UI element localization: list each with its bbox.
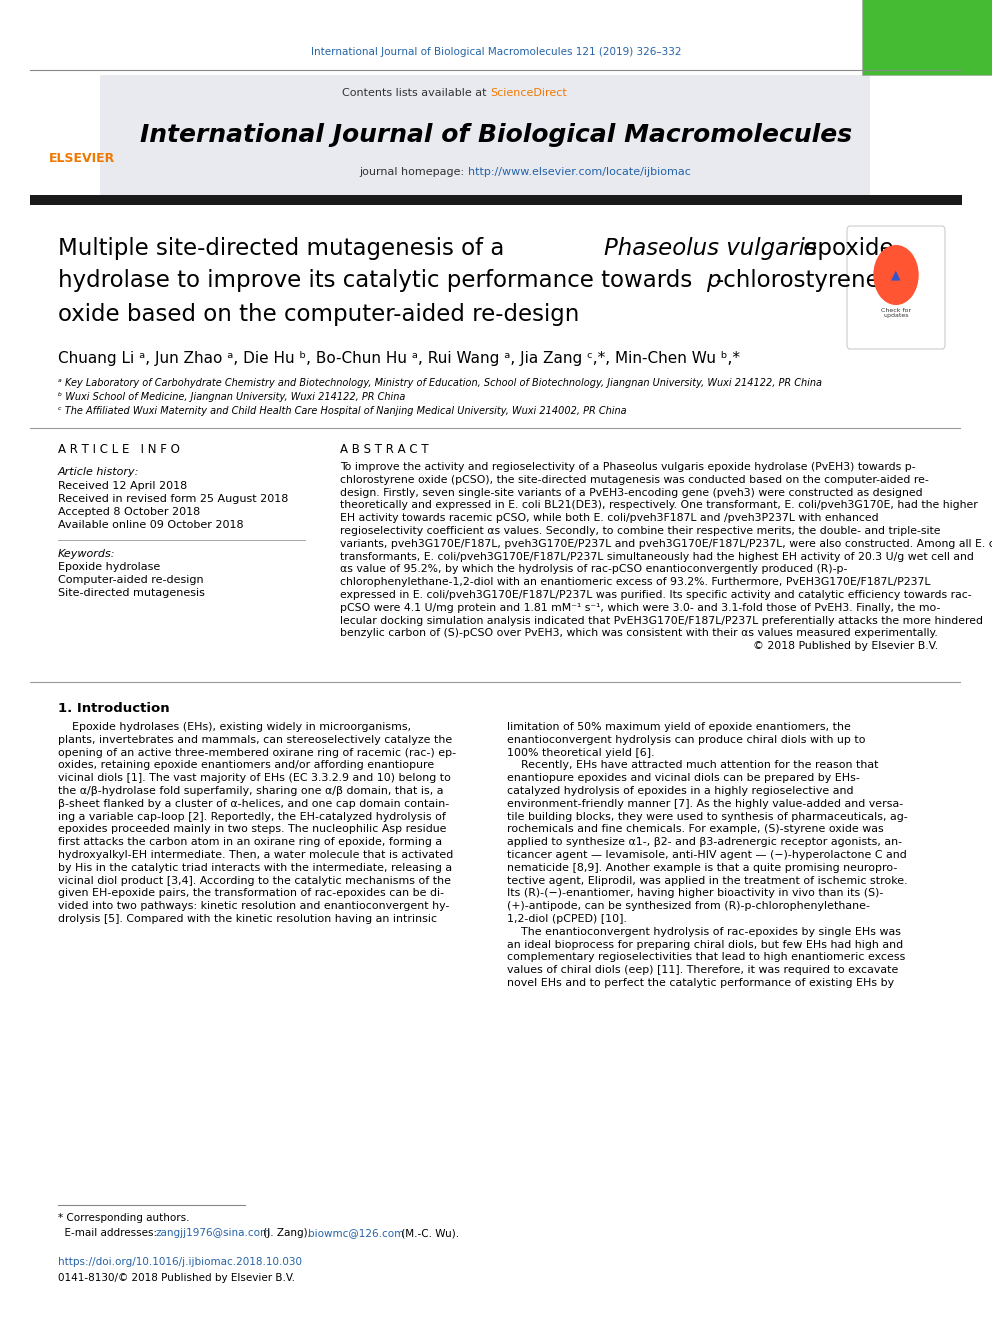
Text: Its (R)-(−)-enantiomer, having higher bioactivity in vivo than its (S)-: Its (R)-(−)-enantiomer, having higher bi…: [507, 889, 883, 898]
Text: A B S T R A C T: A B S T R A C T: [340, 443, 429, 456]
Text: pCSO were 4.1 U/mg protein and 1.81 mM⁻¹ s⁻¹, which were 3.0- and 3.1-fold those: pCSO were 4.1 U/mg protein and 1.81 mM⁻¹…: [340, 603, 940, 613]
Text: Article history:: Article history:: [58, 467, 139, 478]
Text: transformants, E. coli/pveh3G170E/F187L/P237L simultaneously had the highest EH : transformants, E. coli/pveh3G170E/F187L/…: [340, 552, 974, 561]
Text: ᵇ Wuxi School of Medicine, Jiangnan University, Wuxi 214122, PR China: ᵇ Wuxi School of Medicine, Jiangnan Univ…: [58, 392, 406, 402]
Text: International Journal of Biological Macromolecules 121 (2019) 326–332: International Journal of Biological Macr…: [310, 48, 682, 57]
Text: https://doi.org/10.1016/j.ijbiomac.2018.10.030: https://doi.org/10.1016/j.ijbiomac.2018.…: [58, 1257, 302, 1267]
Text: (+)-antipode, can be synthesized from (R)-p-chlorophenylethane-: (+)-antipode, can be synthesized from (R…: [507, 901, 870, 912]
Text: tile building blocks, they were used to synthesis of pharmaceuticals, ag-: tile building blocks, they were used to …: [507, 811, 908, 822]
Text: vicinal diols [1]. The vast majority of EHs (EC 3.3.2.9 and 10) belong to: vicinal diols [1]. The vast majority of …: [58, 773, 451, 783]
Text: 100% theoretical yield [6].: 100% theoretical yield [6].: [507, 747, 655, 758]
Text: Accepted 8 October 2018: Accepted 8 October 2018: [58, 507, 200, 517]
Text: Phaseolus vulgaris: Phaseolus vulgaris: [604, 237, 816, 259]
Text: EH activity towards racemic pCSO, while both E. coli/pveh3F187L and /pveh3P237L : EH activity towards racemic pCSO, while …: [340, 513, 879, 523]
Text: catalyzed hydrolysis of epoxides in a highly regioselective and: catalyzed hydrolysis of epoxides in a hi…: [507, 786, 853, 796]
Bar: [100, 75, 870, 194]
Text: 1,2-diol (pCPED) [10].: 1,2-diol (pCPED) [10].: [507, 914, 627, 923]
Text: rochemicals and fine chemicals. For example, (S)-styrene oxide was: rochemicals and fine chemicals. For exam…: [507, 824, 884, 835]
Text: ᵃ Key Laboratory of Carbohydrate Chemistry and Biotechnology, Ministry of Educat: ᵃ Key Laboratory of Carbohydrate Chemist…: [58, 378, 822, 388]
Text: hydrolase to improve its catalytic performance towards: hydrolase to improve its catalytic perfo…: [58, 270, 699, 292]
Bar: [862, 0, 992, 75]
Text: Keywords:: Keywords:: [58, 549, 115, 560]
Text: applied to synthesize α1-, β2- and β3-adrenergic receptor agonists, an-: applied to synthesize α1-, β2- and β3-ad…: [507, 837, 902, 847]
Text: vicinal diol product [3,4]. According to the catalytic mechanisms of the: vicinal diol product [3,4]. According to…: [58, 876, 451, 885]
Text: epoxide: epoxide: [796, 237, 894, 259]
Text: Contents lists available at: Contents lists available at: [342, 89, 490, 98]
Text: Multiple site-directed mutagenesis of a: Multiple site-directed mutagenesis of a: [58, 237, 512, 259]
Text: ELSEVIER: ELSEVIER: [49, 152, 115, 164]
Text: drolysis [5]. Compared with the kinetic resolution having an intrinsic: drolysis [5]. Compared with the kinetic …: [58, 914, 437, 923]
Text: Recently, EHs have attracted much attention for the reason that: Recently, EHs have attracted much attent…: [507, 761, 879, 770]
Text: design. Firstly, seven single-site variants of a PvEH3-encoding gene (pveh3) wer: design. Firstly, seven single-site varia…: [340, 488, 923, 497]
Text: enantiopure epoxides and vicinal diols can be prepared by EHs-: enantiopure epoxides and vicinal diols c…: [507, 773, 860, 783]
Text: journal homepage:: journal homepage:: [359, 167, 468, 177]
Text: A R T I C L E   I N F O: A R T I C L E I N F O: [58, 443, 180, 456]
Circle shape: [874, 246, 918, 304]
Text: hydroxyalkyl-EH intermediate. Then, a water molecule that is activated: hydroxyalkyl-EH intermediate. Then, a wa…: [58, 849, 453, 860]
Text: chlorophenylethane-1,2-diol with an enantiomeric excess of 93.2%. Furthermore, P: chlorophenylethane-1,2-diol with an enan…: [340, 577, 930, 587]
Text: Chuang Li ᵃ, Jun Zhao ᵃ, Die Hu ᵇ, Bo-Chun Hu ᵃ, Rui Wang ᵃ, Jia Zang ᶜ,*, Min-C: Chuang Li ᵃ, Jun Zhao ᵃ, Die Hu ᵇ, Bo-Ch…: [58, 351, 740, 365]
Text: -chlorostyrene: -chlorostyrene: [716, 270, 881, 292]
Text: (J. Zang),: (J. Zang),: [260, 1228, 314, 1238]
Text: Epoxide hydrolase: Epoxide hydrolase: [58, 562, 161, 572]
Text: αs value of 95.2%, by which the hydrolysis of rac-pCSO enantioconvergently produ: αs value of 95.2%, by which the hydrolys…: [340, 565, 847, 574]
Text: values of chiral diols (eep) [11]. Therefore, it was required to excavate: values of chiral diols (eep) [11]. There…: [507, 966, 899, 975]
Text: ▲: ▲: [891, 269, 901, 282]
Text: International Journal of Biological Macromolecules: International Journal of Biological Macr…: [140, 123, 852, 147]
Text: p: p: [706, 270, 720, 292]
Text: expressed in E. coli/pveh3G170E/F187L/P237L was purified. Its specific activity : expressed in E. coli/pveh3G170E/F187L/P2…: [340, 590, 971, 601]
Text: http://www.elsevier.com/locate/ijbiomac: http://www.elsevier.com/locate/ijbiomac: [468, 167, 690, 177]
Text: regioselectivity coefficient αs values. Secondly, to combine their respective me: regioselectivity coefficient αs values. …: [340, 527, 940, 536]
Text: β-sheet flanked by a cluster of α-helices, and one cap domain contain-: β-sheet flanked by a cluster of α-helice…: [58, 799, 449, 808]
Text: E-mail addresses:: E-mail addresses:: [58, 1228, 161, 1238]
Text: © 2018 Published by Elsevier B.V.: © 2018 Published by Elsevier B.V.: [753, 642, 938, 651]
Text: 1. Introduction: 1. Introduction: [58, 701, 170, 714]
Text: first attacks the carbon atom in an oxirane ring of epoxide, forming a: first attacks the carbon atom in an oxir…: [58, 837, 442, 847]
Text: * Corresponding authors.: * Corresponding authors.: [58, 1213, 189, 1222]
Text: 0141-8130/© 2018 Published by Elsevier B.V.: 0141-8130/© 2018 Published by Elsevier B…: [58, 1273, 295, 1283]
Text: ᶜ The Affiliated Wuxi Maternity and Child Health Care Hospital of Nanjing Medica: ᶜ The Affiliated Wuxi Maternity and Chil…: [58, 406, 627, 415]
Text: epoxides proceeded mainly in two steps. The nucleophilic Asp residue: epoxides proceeded mainly in two steps. …: [58, 824, 446, 835]
Text: vided into two pathways: kinetic resolution and enantioconvergent hy-: vided into two pathways: kinetic resolut…: [58, 901, 449, 912]
Text: Site-directed mutagenesis: Site-directed mutagenesis: [58, 587, 205, 598]
Bar: [30, 194, 962, 205]
Text: oxides, retaining epoxide enantiomers and/or affording enantiopure: oxides, retaining epoxide enantiomers an…: [58, 761, 434, 770]
Text: lecular docking simulation analysis indicated that PvEH3G170E/F187L/P237L prefer: lecular docking simulation analysis indi…: [340, 615, 983, 626]
Text: plants, invertebrates and mammals, can stereoselectively catalyze the: plants, invertebrates and mammals, can s…: [58, 734, 452, 745]
Text: Check for
updates: Check for updates: [881, 308, 911, 319]
Text: benzylic carbon of (S)-pCSO over PvEH3, which was consistent with their αs value: benzylic carbon of (S)-pCSO over PvEH3, …: [340, 628, 937, 639]
Text: Received 12 April 2018: Received 12 April 2018: [58, 482, 187, 491]
Text: given EH-epoxide pairs, the transformation of rac-epoxides can be di-: given EH-epoxide pairs, the transformati…: [58, 889, 444, 898]
Text: Received in revised form 25 August 2018: Received in revised form 25 August 2018: [58, 493, 289, 504]
Text: the α/β-hydrolase fold superfamily, sharing one α/β domain, that is, a: the α/β-hydrolase fold superfamily, shar…: [58, 786, 443, 796]
Text: nematicide [8,9]. Another example is that a quite promising neuropro-: nematicide [8,9]. Another example is tha…: [507, 863, 898, 873]
Text: ticancer agent — levamisole, anti-HIV agent — (−)-hyperolactone C and: ticancer agent — levamisole, anti-HIV ag…: [507, 849, 907, 860]
Text: The enantioconvergent hydrolysis of rac-epoxides by single EHs was: The enantioconvergent hydrolysis of rac-…: [507, 927, 901, 937]
Text: novel EHs and to perfect the catalytic performance of existing EHs by: novel EHs and to perfect the catalytic p…: [507, 978, 894, 988]
Text: an ideal bioprocess for preparing chiral diols, but few EHs had high and: an ideal bioprocess for preparing chiral…: [507, 939, 903, 950]
Text: Computer-aided re-design: Computer-aided re-design: [58, 576, 203, 585]
Text: opening of an active three-membered oxirane ring of racemic (rac-) ep-: opening of an active three-membered oxir…: [58, 747, 456, 758]
Text: biowmc@126.com: biowmc@126.com: [308, 1228, 405, 1238]
Text: environment-friendly manner [7]. As the highly value-added and versa-: environment-friendly manner [7]. As the …: [507, 799, 904, 808]
Text: limitation of 50% maximum yield of epoxide enantiomers, the: limitation of 50% maximum yield of epoxi…: [507, 722, 851, 732]
Text: by His in the catalytic triad interacts with the intermediate, releasing a: by His in the catalytic triad interacts …: [58, 863, 452, 873]
Text: To improve the activity and regioselectivity of a Phaseolus vulgaris epoxide hyd: To improve the activity and regioselecti…: [340, 462, 916, 472]
Text: Biological
Macromolecules: Biological Macromolecules: [892, 98, 962, 118]
Text: tective agent, Eliprodil, was applied in the treatment of ischemic stroke.: tective agent, Eliprodil, was applied in…: [507, 876, 908, 885]
Text: (M.-C. Wu).: (M.-C. Wu).: [398, 1228, 459, 1238]
Text: theoretically and expressed in E. coli BL21(DE3), respectively. One transformant: theoretically and expressed in E. coli B…: [340, 500, 978, 511]
Text: complementary regioselectivities that lead to high enantiomeric excess: complementary regioselectivities that le…: [507, 953, 906, 962]
Text: ing a variable cap-loop [2]. Reportedly, the EH-catalyzed hydrolysis of: ing a variable cap-loop [2]. Reportedly,…: [58, 811, 445, 822]
Text: chlorostyrene oxide (pCSO), the site-directed mutagenesis was conducted based on: chlorostyrene oxide (pCSO), the site-dir…: [340, 475, 929, 484]
Text: ScienceDirect: ScienceDirect: [490, 89, 566, 98]
Text: Epoxide hydrolases (EHs), existing widely in microorganisms,: Epoxide hydrolases (EHs), existing widel…: [58, 722, 411, 732]
Text: oxide based on the computer-aided re-design: oxide based on the computer-aided re-des…: [58, 303, 579, 325]
Text: Available online 09 October 2018: Available online 09 October 2018: [58, 520, 244, 531]
Text: variants, pveh3G170E/F187L, pveh3G170E/P237L and pveh3G170E/F187L/P237L, were al: variants, pveh3G170E/F187L, pveh3G170E/P…: [340, 538, 992, 549]
Text: enantioconvergent hydrolysis can produce chiral diols with up to: enantioconvergent hydrolysis can produce…: [507, 734, 865, 745]
FancyBboxPatch shape: [847, 226, 945, 349]
Text: zangjj1976@sina.com: zangjj1976@sina.com: [156, 1228, 271, 1238]
